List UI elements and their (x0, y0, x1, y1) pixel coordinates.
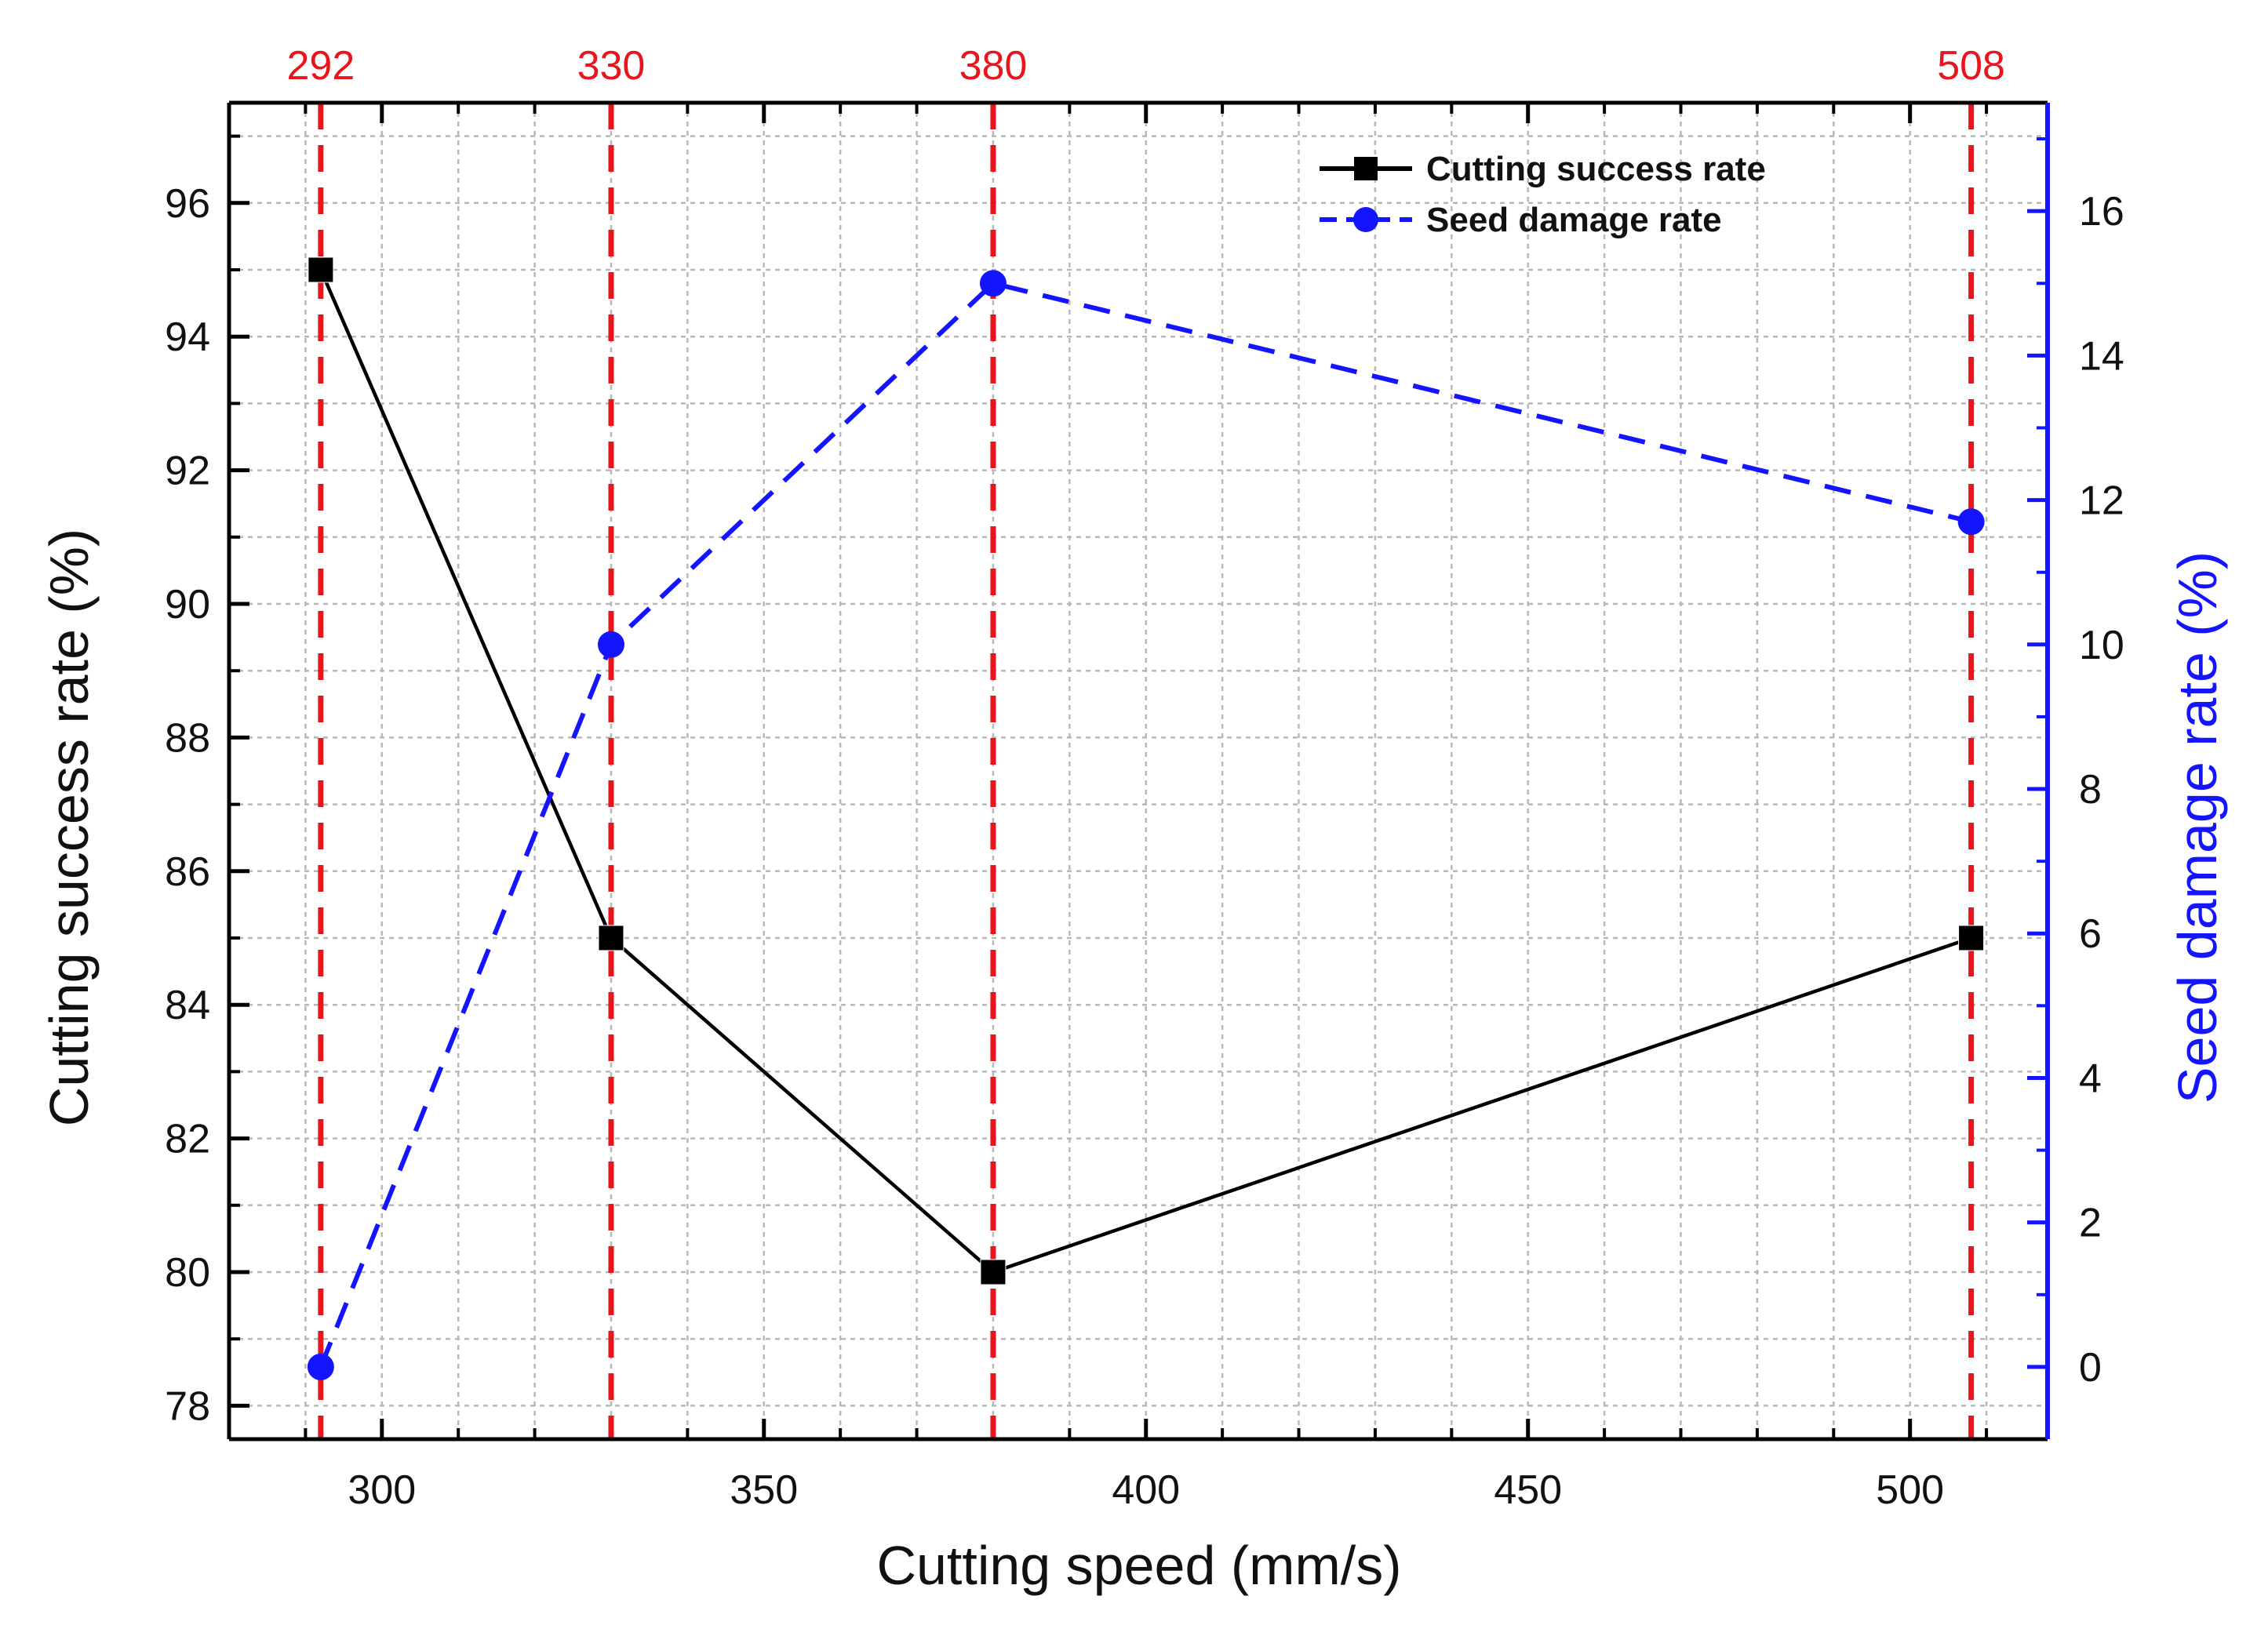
x-tick-label: 300 (348, 1467, 416, 1513)
y-right-tick-label: 14 (2079, 333, 2124, 379)
legend-label-seed-damage: Seed damage rate (1426, 201, 1722, 239)
seed-damage-line (319, 280, 1972, 1369)
legend-marker-square (1354, 157, 1378, 180)
plot-frame (227, 100, 2050, 1441)
legend: Cutting success rate Seed damage rate (1320, 150, 1766, 239)
cutting-success-point (308, 256, 334, 283)
seed-damage-point (307, 1353, 334, 1380)
y-right-tick-label: 6 (2079, 911, 2102, 957)
y-left-tick-label: 96 (165, 181, 210, 227)
major-ticks (229, 103, 2048, 1439)
legend-marker-circle (1353, 207, 1378, 232)
y-left-tick-label: 82 (165, 1117, 210, 1162)
y-axis-left-title: Cutting success rate (%) (38, 529, 100, 1126)
y-right-tick-label: 8 (2079, 767, 2102, 813)
cutting-success-point (1958, 925, 1985, 951)
top-marker-label: 508 (1937, 43, 2005, 89)
y-right-tick-label: 4 (2079, 1056, 2102, 1101)
seed-damage-point (1957, 508, 1985, 536)
legend-label-cutting-success: Cutting success rate (1426, 150, 1766, 188)
y-left-tick-label: 90 (165, 582, 210, 627)
y-left-tick-label: 80 (165, 1250, 210, 1296)
cutting-success-line (319, 269, 1972, 1274)
top-marker-label: 292 (286, 43, 355, 89)
y-right-tick-label: 2 (2079, 1201, 2102, 1246)
cutting-success-point (980, 1259, 1007, 1285)
tick-labels: 300 350 400 450 500 78 80 82 84 86 88 90 92 94 96 0 2 4 6 8… (165, 43, 2124, 1513)
y-right-tick-label: 10 (2079, 623, 2124, 668)
y-left-tick-label: 88 (165, 715, 210, 761)
y-left-tick-label: 84 (165, 983, 210, 1028)
x-tick-label: 400 (1112, 1467, 1180, 1513)
y-left-tick-label: 94 (165, 314, 210, 360)
y-right-tick-label: 12 (2079, 478, 2124, 524)
y-right-tick-label: 16 (2079, 189, 2124, 234)
y-left-tick-label: 78 (165, 1383, 210, 1429)
x-tick-label: 350 (730, 1467, 798, 1513)
grid-lines (228, 103, 2048, 1439)
y-axis-right-title: Seed damage rate (%) (2167, 551, 2228, 1103)
top-marker-label: 330 (577, 43, 646, 89)
x-tick-label: 450 (1494, 1467, 1562, 1513)
seed-damage-point (979, 270, 1007, 297)
top-marker-label: 380 (959, 43, 1028, 89)
x-tick-label: 500 (1876, 1467, 1944, 1513)
reference-lines (318, 103, 1975, 1439)
seed-damage-point (597, 631, 624, 658)
y-right-tick-label: 0 (2079, 1345, 2102, 1391)
x-axis-title: Cutting speed (mm/s) (876, 1535, 1401, 1596)
y-left-tick-label: 86 (165, 849, 210, 895)
data-series (307, 256, 1985, 1380)
y-left-tick-label: 92 (165, 449, 210, 494)
cutting-success-point (598, 925, 624, 951)
